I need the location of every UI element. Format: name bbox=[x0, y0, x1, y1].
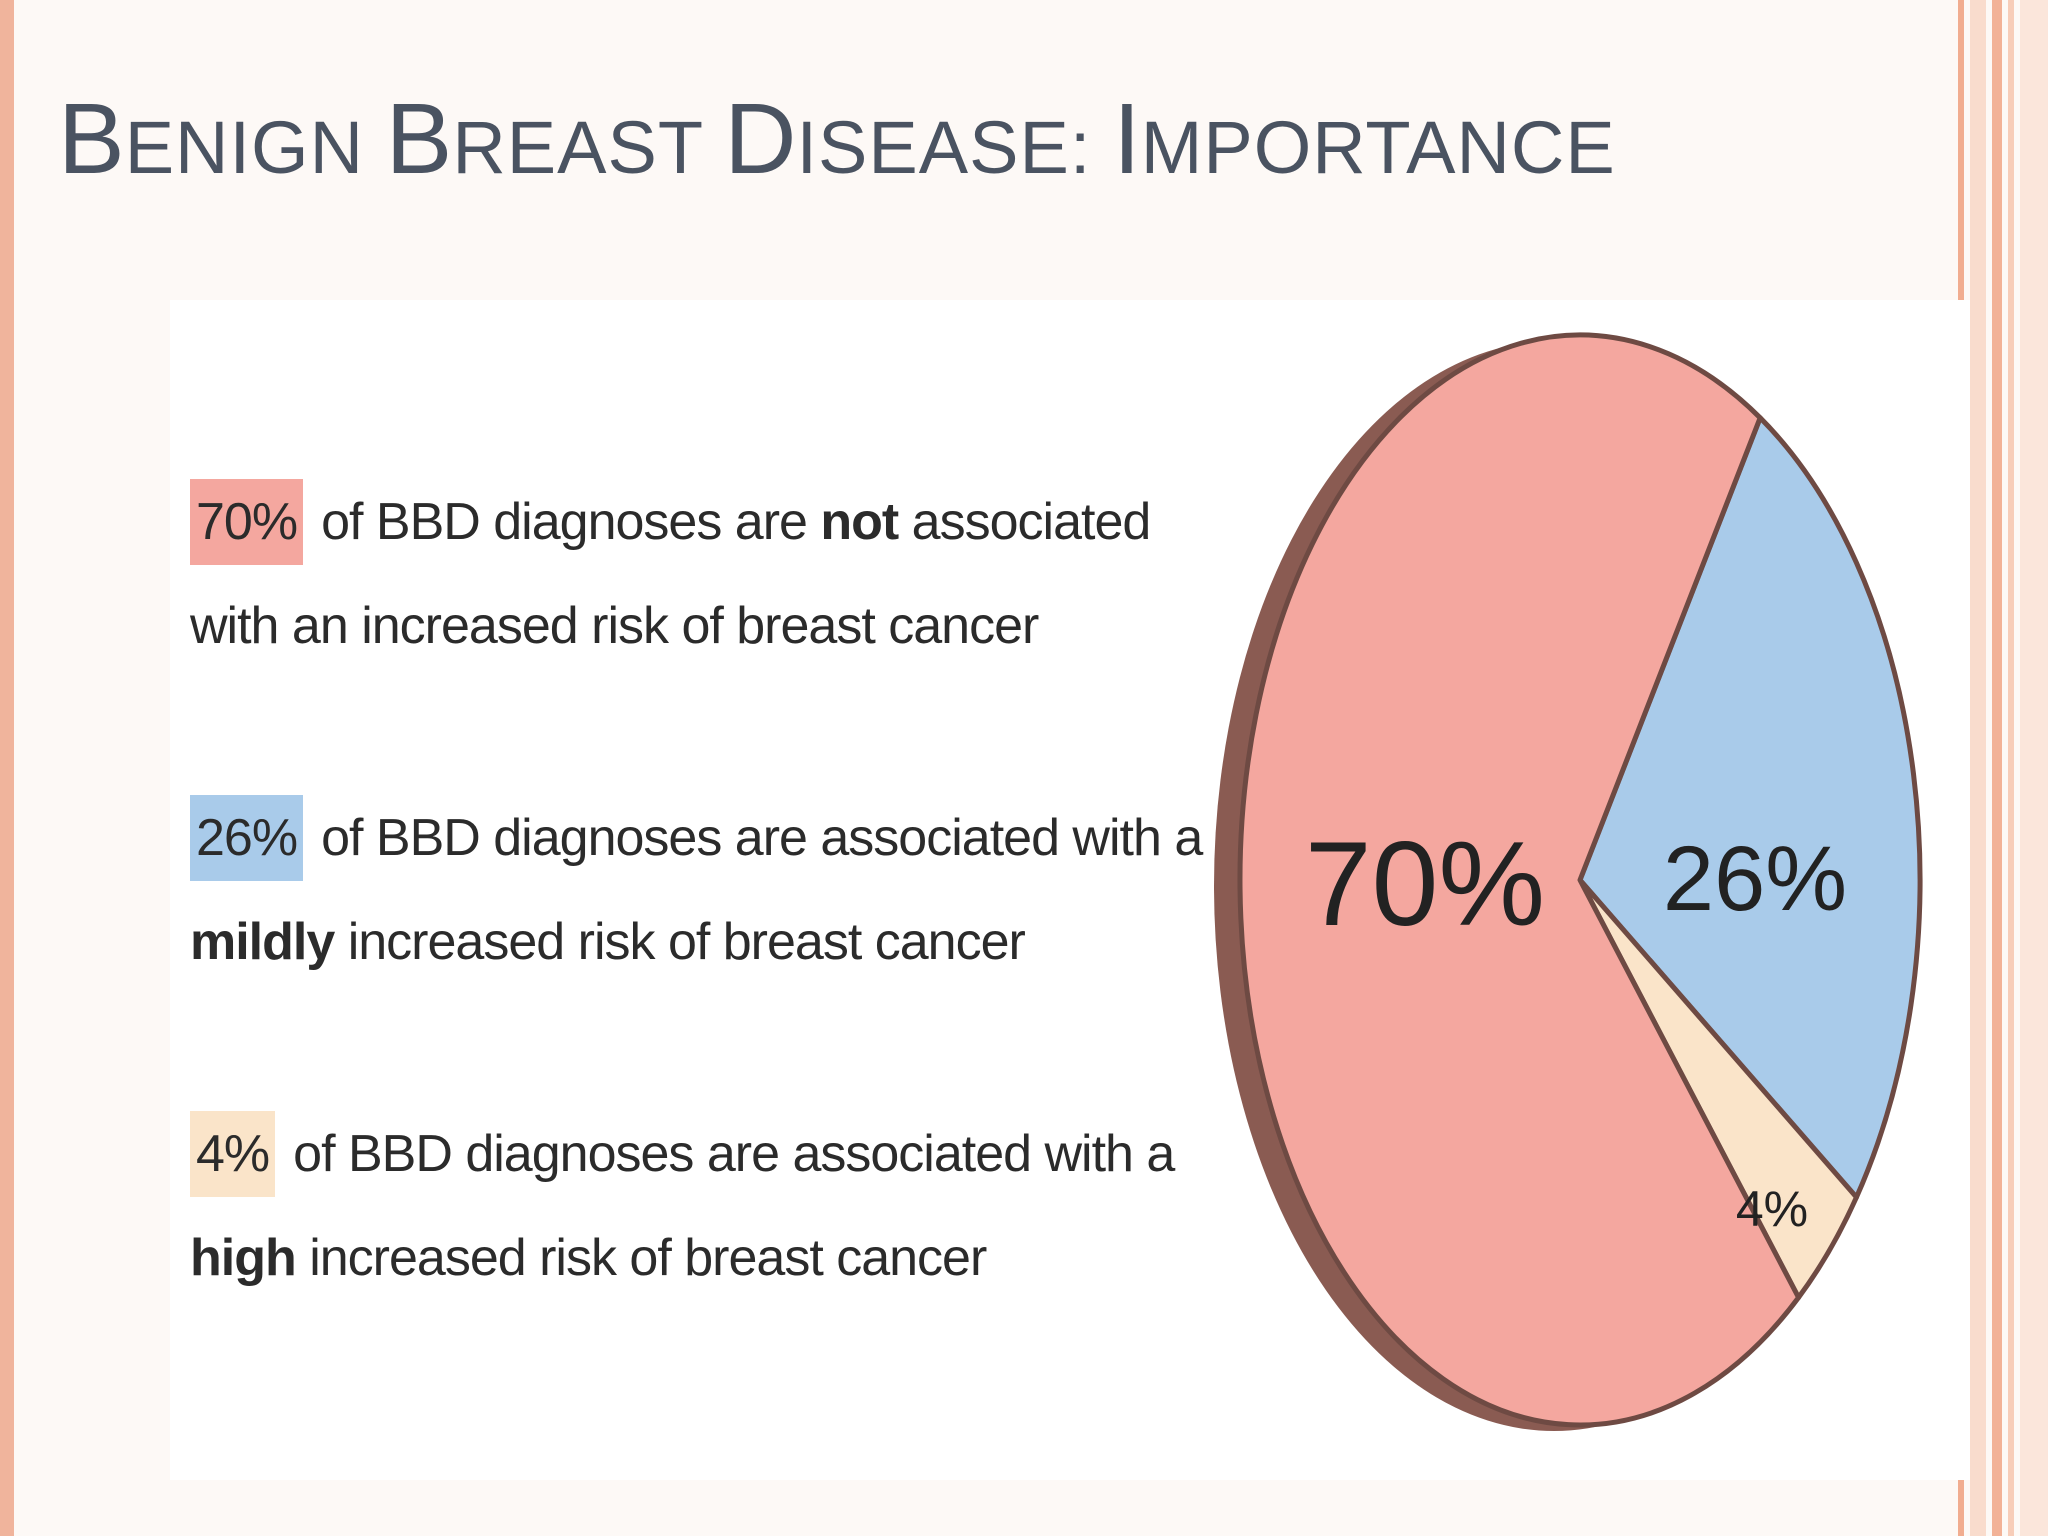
legend-text: of BBD diagnoses are associated with a bbox=[293, 1125, 1175, 1183]
legend-text: increased risk of breast cancer bbox=[295, 1229, 987, 1287]
legend-line: 4% of BBD diagnoses are associated with a bbox=[190, 1102, 1220, 1206]
legend-line: 26% of BBD diagnoses are associated with … bbox=[190, 786, 1220, 890]
legend-text: of BBD diagnoses are bbox=[321, 493, 821, 551]
pie-label-70: 70% bbox=[1305, 817, 1545, 951]
legend-text: increased risk of breast cancer bbox=[334, 913, 1026, 971]
left-border bbox=[0, 0, 14, 1536]
title-initial: B bbox=[58, 83, 125, 195]
right-border-stripe bbox=[1970, 0, 1986, 1536]
right-border-stripe bbox=[1992, 0, 2002, 1536]
pie-slice-70 bbox=[1237, 332, 1802, 1428]
title-initial: D bbox=[724, 83, 797, 195]
pie-slice-26 bbox=[1577, 415, 1923, 1200]
legend-line: with an increased risk of breast cancer bbox=[190, 574, 1220, 678]
title-rest: MPORTANCE bbox=[1140, 106, 1616, 189]
legend-text: of BBD diagnoses are associated with a bbox=[321, 809, 1203, 867]
legend-emphasis: not bbox=[820, 493, 899, 551]
pie-label-26: 26% bbox=[1663, 828, 1847, 930]
legend-emphasis: mildly bbox=[190, 913, 335, 971]
legend-item-4: 4% of BBD diagnoses are associated with a… bbox=[190, 1102, 1220, 1310]
title-rest: REAST bbox=[452, 106, 725, 189]
title-rest: ISEASE: bbox=[796, 106, 1113, 189]
pie-label-4: 4% bbox=[1736, 1181, 1808, 1237]
legend-swatch-blue: 26% bbox=[190, 795, 304, 881]
legend-line: high increased risk of breast cancer bbox=[190, 1206, 1220, 1310]
legend-line: 70% of BBD diagnoses are not associated bbox=[190, 470, 1220, 574]
right-border-stripe bbox=[2020, 0, 2048, 1536]
legend-swatch-pink: 70% bbox=[190, 479, 304, 565]
title-rest: ENIGN bbox=[124, 106, 386, 189]
legend-item-70: 70% of BBD diagnoses are not associated w… bbox=[190, 470, 1220, 678]
right-border-stripe bbox=[2008, 0, 2014, 1536]
chart-legend: 70% of BBD diagnoses are not associated w… bbox=[190, 470, 1220, 1418]
slide-title: BENIGN BREAST DISEASE: IMPORTANCE bbox=[58, 82, 1616, 197]
title-initial: B bbox=[385, 83, 453, 195]
pie-chart: 70% 26% 4% bbox=[1214, 332, 1923, 1431]
legend-line: mildly increased risk of breast cancer bbox=[190, 890, 1220, 994]
legend-swatch-tan: 4% bbox=[190, 1111, 276, 1197]
legend-item-26: 26% of BBD diagnoses are associated with … bbox=[190, 786, 1220, 994]
legend-text: with an increased risk of breast cancer bbox=[190, 597, 1039, 655]
legend-text: associated bbox=[898, 493, 1152, 551]
title-initial: I bbox=[1112, 83, 1141, 195]
legend-emphasis: high bbox=[190, 1229, 297, 1287]
